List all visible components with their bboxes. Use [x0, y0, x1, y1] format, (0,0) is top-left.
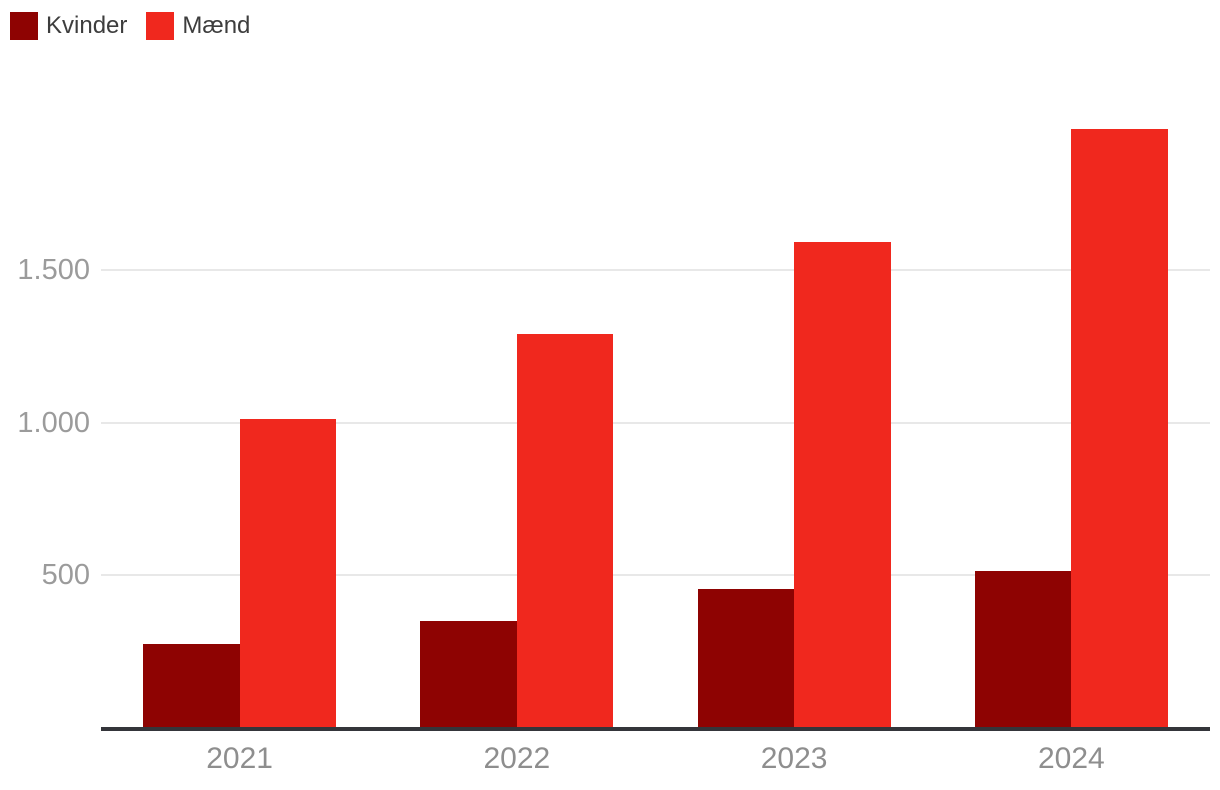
- legend: Kvinder Mænd: [10, 12, 250, 40]
- bar: [697, 588, 795, 728]
- legend-label-kvinder: Kvinder: [46, 12, 128, 39]
- gridline: [101, 574, 1210, 577]
- bar: [516, 333, 614, 728]
- legend-item-maend[interactable]: Mænd: [146, 12, 250, 40]
- bar: [420, 621, 517, 728]
- y-tick-label: 1.000: [17, 406, 90, 439]
- bar: [1071, 129, 1168, 728]
- y-tick-label: 1.500: [17, 253, 90, 286]
- legend-label-maend: Mænd: [182, 12, 251, 39]
- bar: [974, 570, 1072, 728]
- bar: [239, 419, 337, 728]
- legend-item-kvinder[interactable]: Kvinder: [10, 12, 127, 40]
- x-axis-label: 2021: [206, 742, 273, 775]
- x-axis-label: 2023: [760, 742, 828, 775]
- gridline: [101, 268, 1210, 271]
- x-axis-line: [101, 727, 1210, 731]
- y-tick-label: 500: [41, 559, 90, 592]
- bar: [794, 242, 891, 728]
- gridline: [101, 421, 1210, 424]
- legend-swatch-maend: [146, 12, 175, 40]
- legend-swatch-kvinder: [10, 12, 38, 40]
- x-axis-label: 2022: [483, 742, 551, 775]
- bar: [143, 643, 240, 728]
- x-axis-label: 2024: [1038, 742, 1105, 775]
